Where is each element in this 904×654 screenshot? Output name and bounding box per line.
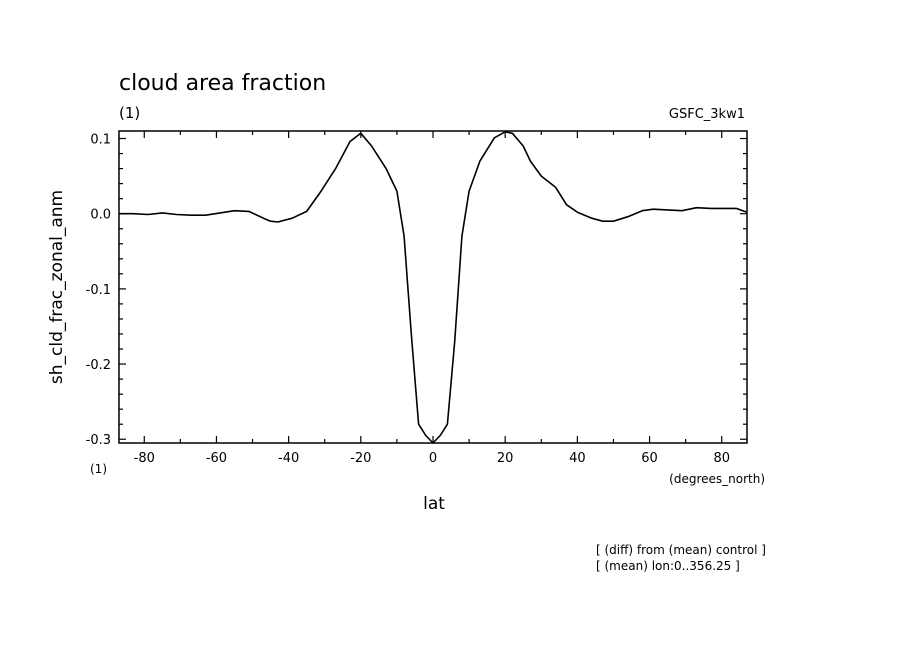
x-tick-label: 60 [641,451,658,466]
y-axis-label: sh_cld_frac_zonal_anm [47,190,67,384]
x-tick-label: 80 [713,451,730,466]
plot-frame [118,130,748,444]
x-tick-label: -40 [278,451,299,466]
x-tick-label: -60 [206,451,227,466]
y-tick-label: -0.2 [86,358,111,373]
x-tick-labels: -80 -60 -40 -20 0 20 40 60 80 [134,451,730,466]
x-tick-label: 40 [569,451,586,466]
units-label: (1) [119,104,140,122]
x-axis-units-label: (1) [90,462,107,476]
x-axis-label: lat [423,494,445,514]
axis-ticks [119,131,747,443]
footnote-mean: [ (mean) lon:0..356.25 ] [596,559,740,573]
series-line-cloud-fraction [119,131,748,444]
y-tick-label: 0.1 [90,133,111,148]
y-tick-label: -0.1 [86,283,111,298]
y-tick-labels: 0.1 0.0 -0.1 -0.2 -0.3 [86,133,111,449]
x-tick-label: -20 [350,451,371,466]
x-tick-label: 0 [429,451,437,466]
chart-title: cloud area fraction [119,71,326,96]
x-axis-units: (degrees_north) [669,472,765,486]
x-tick-label: -80 [134,451,155,466]
y-tick-label: -0.3 [86,433,111,448]
x-tick-label: 20 [497,451,514,466]
model-label: GSFC_3kw1 [669,107,745,122]
y-tick-label: 0.0 [90,208,111,223]
footnote-diff: [ (diff) from (mean) control ] [596,543,766,557]
